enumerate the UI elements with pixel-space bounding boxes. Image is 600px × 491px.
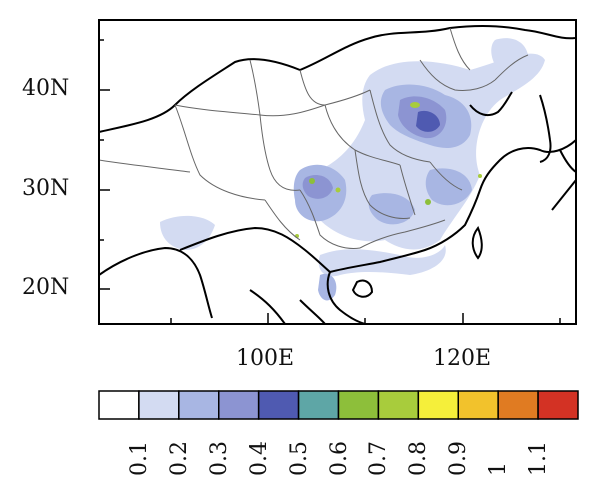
- colorbar-label: 0.8: [406, 441, 432, 476]
- colorbar-swatch: [138, 390, 180, 420]
- colorbar-label: 0.1: [126, 441, 152, 476]
- hotspot-3: [335, 187, 341, 193]
- colorbar-swatch: [497, 390, 539, 420]
- coastline-southeast-asia: [249, 289, 326, 324]
- colorbar-label: 0.9: [446, 441, 472, 476]
- colorbar-label: 0.2: [166, 441, 192, 476]
- coastline-japan: [551, 149, 576, 211]
- hotspot-4: [425, 199, 431, 205]
- lon-ticks: [170, 313, 561, 324]
- hotspot-2: [309, 178, 315, 184]
- colorbar-swatch: [537, 390, 579, 420]
- province-borders: [99, 27, 529, 249]
- colorbar-label: 0.3: [206, 441, 232, 476]
- colorbar-swatch: [98, 390, 140, 420]
- colorbar-swatch: [337, 390, 380, 420]
- coastline-myanmar: [99, 246, 213, 319]
- colorbar-label: 0.6: [326, 441, 352, 476]
- lon-label-100e: 100E: [236, 346, 295, 371]
- concentration-field: [160, 38, 545, 301]
- hotspot-1: [410, 102, 420, 108]
- field-region-north-china: [306, 53, 545, 250]
- colorbar-label: 0.5: [286, 441, 312, 476]
- map-frame: [98, 19, 577, 325]
- field-region-northeast: [491, 38, 528, 69]
- lat-label-20n: 20N: [22, 275, 70, 300]
- peninsula-korea: [539, 94, 552, 163]
- colorbar-label: 1: [486, 462, 512, 476]
- field-region-southwest: [160, 215, 215, 250]
- colorbar-swatch: [417, 390, 460, 420]
- field-region-core-6: [416, 110, 440, 132]
- colorbar-swatch: [178, 390, 220, 420]
- colorbar-swatch: [377, 390, 420, 420]
- hainan: [351, 279, 374, 298]
- lat-ticks: [99, 39, 110, 290]
- field-region-core-2: [425, 168, 472, 206]
- lat-label-40n: 40N: [22, 76, 70, 101]
- colorbar-label: 0.7: [366, 441, 392, 476]
- colorbar-swatch: [457, 390, 499, 420]
- lon-label-120e: 120E: [433, 346, 492, 371]
- colorbar-swatch: [218, 390, 260, 420]
- colorbar-label: 1.1: [526, 441, 552, 476]
- colorbar-swatch: [257, 390, 300, 420]
- colorbar-label: 0.4: [246, 441, 272, 476]
- coastline-east: [329, 139, 576, 273]
- colorbar-swatch: [297, 390, 340, 420]
- hotspot-6: [478, 174, 482, 178]
- taiwan: [471, 226, 483, 260]
- border-south: [179, 226, 331, 273]
- lat-label-30n: 30N: [22, 176, 70, 201]
- field-region-core-3: [368, 193, 415, 225]
- colorbar: [98, 390, 579, 420]
- coastline-vietnam: [326, 271, 366, 324]
- coastline-bohai: [469, 91, 513, 117]
